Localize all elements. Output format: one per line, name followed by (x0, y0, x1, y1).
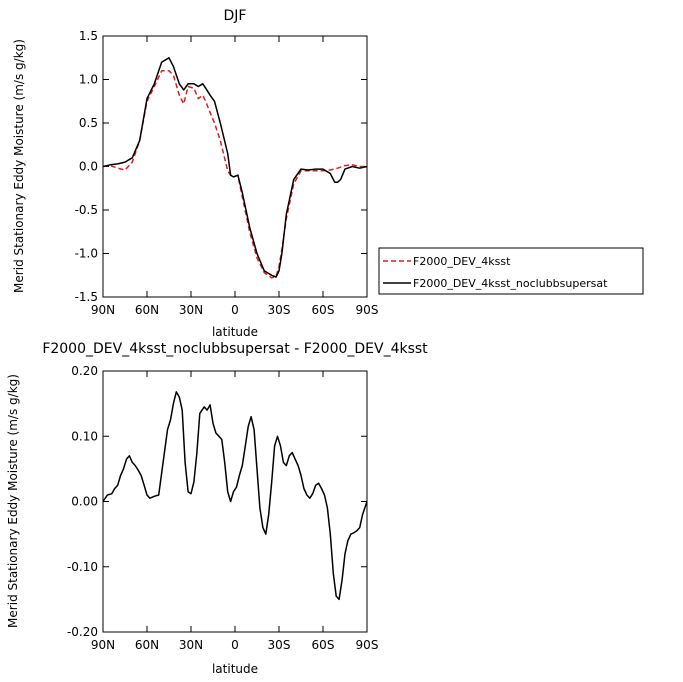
x-axis-label: latitude (212, 662, 258, 676)
series-line-1 (102, 57, 368, 278)
y-tick-label: 0.00 (71, 495, 98, 509)
y-tick-label: 0.10 (71, 429, 98, 443)
y-tick-label: -1.0 (75, 247, 98, 261)
x-tick-label: 90N (91, 303, 115, 317)
panel-difference: F2000_DEV_4ksst_noclubbsupersat - F2000_… (6, 341, 428, 676)
x-tick-label: 30S (268, 638, 291, 652)
series-group (102, 57, 368, 279)
x-tick-label: 60N (135, 638, 159, 652)
x-tick-label: 60S (312, 303, 335, 317)
legend-label-4ksst: F2000_DEV_4ksst (413, 255, 511, 268)
y-tick-label: 0.0 (79, 160, 98, 174)
chart-title: F2000_DEV_4ksst_noclubbsupersat - F2000_… (42, 341, 428, 357)
y-tick-label: -0.20 (67, 625, 98, 639)
legend-label-noclubbsupersat: F2000_DEV_4ksst_noclubbsupersat (413, 277, 608, 290)
legend: F2000_DEV_4ksst F2000_DEV_4ksst_noclubbs… (378, 247, 644, 295)
y-ticks: -1.5 -1.0 -0.5 0.0 0.5 1.0 1.5 (75, 29, 367, 304)
x-tick-label: 60S (312, 638, 335, 652)
x-tick-label: 0 (231, 303, 239, 317)
y-axis-label: Merid Stationary Eddy Moisture (m/s g/kg… (12, 39, 26, 293)
y-axis-label: Merid Stationary Eddy Moisture (m/s g/kg… (6, 374, 20, 628)
x-tick-label: 90N (91, 638, 115, 652)
x-ticks: 90N 60N 30N 0 30S 60S 90S (91, 36, 379, 317)
x-tick-label: 30N (179, 303, 203, 317)
x-tick-label: 0 (231, 638, 239, 652)
y-tick-label: 1.5 (79, 29, 98, 43)
panel-djf: DJF -1.5 -1.0 -0.5 0.0 0.5 1.0 1.5 90N 60N 30N 0 3… (12, 8, 644, 339)
y-tick-label: 0.20 (71, 364, 98, 378)
chart-title: DJF (224, 8, 247, 24)
y-tick-label: -0.10 (67, 560, 98, 574)
x-ticks: 90N 60N 30N 0 30S 60S 90S (91, 371, 379, 652)
x-axis-label: latitude (212, 325, 258, 339)
x-tick-label: 90S (356, 638, 379, 652)
x-tick-label: 90S (356, 303, 379, 317)
series-line-0 (102, 391, 368, 601)
y-tick-label: -1.5 (75, 290, 98, 304)
x-tick-label: 30N (179, 638, 203, 652)
plot-frame (102, 370, 368, 633)
y-tick-label: -0.5 (75, 203, 98, 217)
series-line-0 (102, 70, 367, 279)
x-tick-label: 30S (268, 303, 291, 317)
y-ticks: -0.20 -0.10 0.00 0.10 0.20 (67, 364, 367, 639)
series-group (102, 391, 368, 601)
plot-frame (102, 35, 368, 298)
y-tick-label: 1.0 (79, 73, 98, 87)
legend-box (378, 247, 644, 295)
x-tick-label: 60N (135, 303, 159, 317)
y-tick-label: 0.5 (79, 116, 98, 130)
